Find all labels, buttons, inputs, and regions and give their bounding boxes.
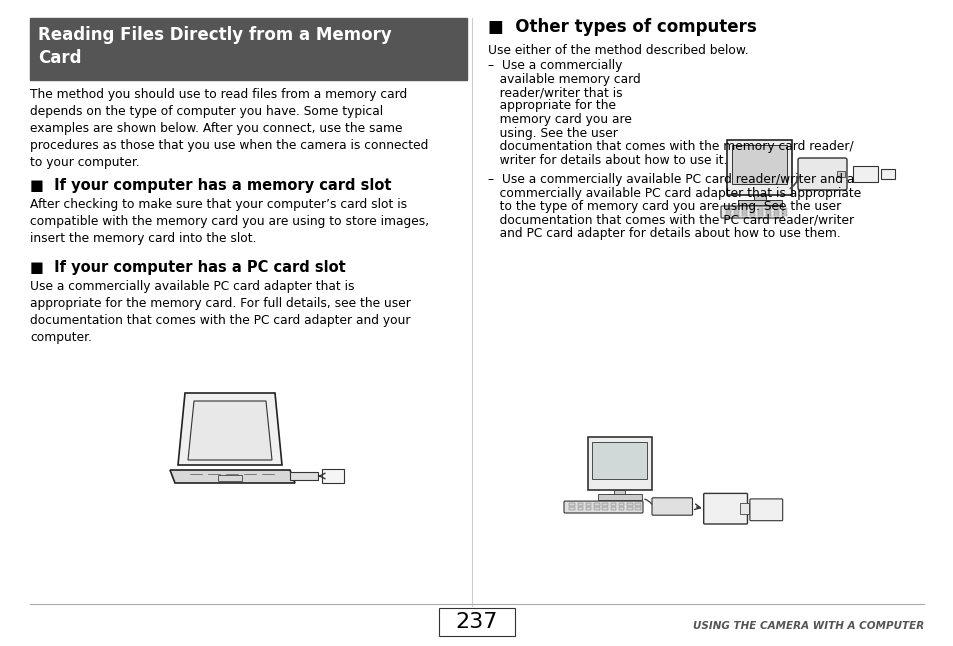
- Bar: [753, 195, 765, 201]
- Text: USING THE CAMERA WITH A COMPUTER: USING THE CAMERA WITH A COMPUTER: [692, 621, 923, 631]
- Text: using. See the user: using. See the user: [488, 127, 618, 140]
- FancyBboxPatch shape: [797, 158, 846, 190]
- Bar: [585, 507, 591, 510]
- Bar: [758, 208, 762, 210]
- Text: commercially available PC card adapter that is appropriate: commercially available PC card adapter t…: [488, 187, 861, 200]
- Bar: [594, 507, 599, 510]
- Bar: [741, 211, 746, 213]
- Bar: [585, 503, 591, 506]
- Text: available memory card: available memory card: [488, 72, 640, 85]
- Bar: [733, 208, 739, 210]
- Text: After checking to make sure that your computer’s card slot is
compatible with th: After checking to make sure that your co…: [30, 198, 429, 245]
- Bar: [725, 211, 730, 213]
- Text: –  Use a commercially available PC card reader/writer and a: – Use a commercially available PC card r…: [488, 173, 854, 186]
- FancyBboxPatch shape: [587, 437, 651, 490]
- Bar: [836, 171, 844, 177]
- Bar: [741, 214, 746, 216]
- Bar: [218, 475, 242, 481]
- Bar: [773, 211, 779, 213]
- FancyBboxPatch shape: [727, 140, 792, 195]
- Bar: [880, 169, 894, 179]
- FancyBboxPatch shape: [703, 494, 747, 524]
- FancyBboxPatch shape: [749, 499, 781, 521]
- FancyBboxPatch shape: [720, 206, 782, 218]
- Text: ■  Other types of computers: ■ Other types of computers: [488, 18, 756, 36]
- Polygon shape: [178, 393, 282, 465]
- Bar: [781, 214, 786, 216]
- Bar: [322, 469, 344, 483]
- Text: ■  If your computer has a PC card slot: ■ If your computer has a PC card slot: [30, 260, 345, 275]
- Polygon shape: [188, 401, 272, 460]
- Bar: [740, 503, 748, 514]
- Text: documentation that comes with the memory card reader/: documentation that comes with the memory…: [488, 140, 853, 153]
- Bar: [30, 18, 467, 80]
- Bar: [578, 503, 582, 506]
- Bar: [635, 503, 640, 506]
- Bar: [569, 503, 575, 506]
- Bar: [773, 214, 779, 216]
- FancyBboxPatch shape: [563, 501, 642, 513]
- Text: ■  If your computer has a memory card slot: ■ If your computer has a memory card slo…: [30, 178, 391, 193]
- Bar: [592, 442, 647, 479]
- Text: reader/writer that is: reader/writer that is: [488, 86, 622, 99]
- Text: Use either of the method described below.: Use either of the method described below…: [488, 44, 748, 57]
- Bar: [852, 166, 877, 182]
- Bar: [758, 211, 762, 213]
- Text: appropriate for the: appropriate for the: [488, 99, 616, 112]
- Bar: [618, 503, 624, 506]
- Text: memory card you are: memory card you are: [488, 113, 631, 126]
- Polygon shape: [170, 470, 294, 483]
- Text: Use a commercially available PC card adapter that is
appropriate for the memory : Use a commercially available PC card ada…: [30, 280, 411, 344]
- Bar: [598, 494, 641, 500]
- Bar: [732, 145, 786, 184]
- Bar: [438, 608, 515, 636]
- Bar: [626, 507, 632, 510]
- Bar: [601, 503, 607, 506]
- Bar: [725, 208, 730, 210]
- Bar: [610, 507, 616, 510]
- Bar: [749, 208, 754, 210]
- Text: –  Use a commercially: – Use a commercially: [488, 59, 621, 72]
- Bar: [749, 211, 754, 213]
- Bar: [738, 200, 781, 205]
- Bar: [635, 507, 640, 510]
- Bar: [290, 472, 317, 480]
- Bar: [749, 214, 754, 216]
- Bar: [569, 507, 575, 510]
- Text: The method you should use to read files from a memory card
depends on the type o: The method you should use to read files …: [30, 88, 428, 169]
- Bar: [610, 503, 616, 506]
- Bar: [578, 507, 582, 510]
- Bar: [758, 214, 762, 216]
- Text: documentation that comes with the PC card reader/writer: documentation that comes with the PC car…: [488, 213, 853, 227]
- Text: and PC card adapter for details about how to use them.: and PC card adapter for details about ho…: [488, 227, 840, 240]
- Bar: [733, 211, 739, 213]
- Bar: [781, 208, 786, 210]
- Bar: [765, 211, 770, 213]
- Bar: [618, 507, 624, 510]
- Bar: [594, 503, 599, 506]
- Bar: [614, 490, 625, 495]
- Bar: [765, 208, 770, 210]
- Text: Reading Files Directly from a Memory
Card: Reading Files Directly from a Memory Car…: [38, 26, 392, 67]
- Bar: [773, 208, 779, 210]
- Text: writer for details about how to use it.: writer for details about how to use it.: [488, 154, 727, 167]
- Text: to the type of memory card you are using. See the user: to the type of memory card you are using…: [488, 200, 841, 213]
- Bar: [733, 214, 739, 216]
- Bar: [626, 503, 632, 506]
- Bar: [741, 208, 746, 210]
- Bar: [781, 211, 786, 213]
- Bar: [725, 214, 730, 216]
- Bar: [765, 214, 770, 216]
- Bar: [601, 507, 607, 510]
- Text: 237: 237: [456, 612, 497, 632]
- FancyBboxPatch shape: [651, 498, 692, 516]
